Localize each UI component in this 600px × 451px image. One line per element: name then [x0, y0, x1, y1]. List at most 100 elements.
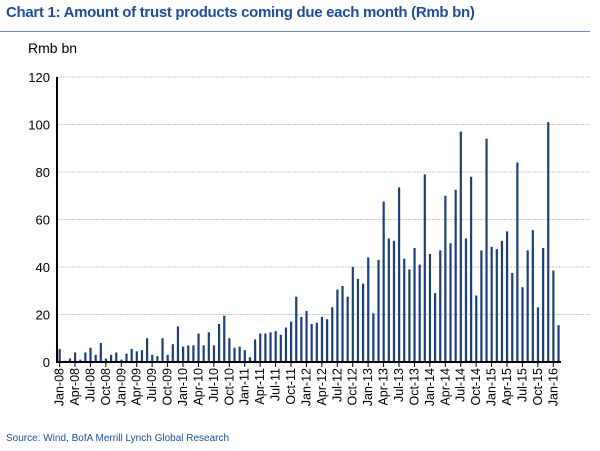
bar: [320, 316, 324, 362]
bar: [367, 257, 370, 362]
bar: [254, 339, 257, 362]
x-tick-label: Apr-10: [191, 368, 205, 406]
x-tick-label: Jan-09: [114, 368, 128, 406]
bar: [269, 332, 272, 362]
bar: [516, 162, 519, 362]
x-tick-label: Apr-15: [500, 368, 514, 406]
bar: [274, 331, 277, 362]
bar: [248, 357, 252, 362]
bar: [485, 138, 488, 362]
bar: [495, 249, 498, 362]
bar: [182, 346, 185, 362]
y-tick-label: 60: [36, 213, 50, 228]
bar: [521, 287, 524, 362]
bar: [94, 354, 97, 362]
bar: [346, 296, 349, 362]
x-tick-label: Jan-11: [238, 368, 252, 405]
bar: [218, 324, 221, 362]
bar: [377, 259, 380, 362]
y-tick-label: 100: [28, 118, 50, 133]
bar: [490, 246, 493, 362]
bar: [408, 269, 411, 362]
x-tick-label: Jul-13: [392, 368, 406, 402]
bar: [434, 293, 437, 362]
x-tick-label: Jul-08: [83, 368, 97, 402]
x-tick-label: Jan-14: [423, 368, 437, 406]
bar: [372, 313, 375, 362]
bar: [531, 230, 534, 362]
bar: [74, 352, 77, 362]
y-tick-label: 20: [36, 308, 50, 323]
bar: [418, 264, 421, 362]
bar: [511, 272, 514, 362]
bar: [305, 310, 308, 362]
y-tick-label: 120: [28, 70, 50, 85]
bar: [99, 343, 102, 362]
chart-title: Chart 1: Amount of trust products coming…: [6, 4, 475, 21]
x-tick-label: Oct-12: [346, 368, 360, 406]
bar: [547, 122, 550, 362]
bar: [542, 248, 545, 362]
bar: [233, 347, 236, 362]
x-tick-label: Jul-10: [207, 368, 221, 402]
bar: [207, 332, 210, 362]
bar: [115, 352, 118, 362]
bar: [464, 238, 468, 362]
bar: [326, 319, 329, 362]
bar: [259, 333, 262, 362]
x-tick-label: Apr-12: [315, 368, 329, 406]
x-tick-label: Jul-15: [515, 368, 529, 402]
bar: [449, 243, 452, 362]
bar: [238, 346, 241, 362]
bar: [362, 283, 365, 362]
x-tick-label: Apr-08: [68, 368, 82, 406]
x-tick-label: Oct-08: [99, 368, 113, 406]
bar: [557, 325, 560, 362]
bar: [223, 315, 226, 362]
bar: [151, 354, 154, 362]
bar: [506, 231, 509, 362]
bar: [392, 240, 396, 362]
bar: [295, 296, 298, 362]
x-tick-label: Jan-13: [361, 368, 375, 406]
y-tick-label: 0: [43, 355, 50, 370]
bar: [243, 350, 246, 362]
x-tick-label: Apr-09: [130, 368, 144, 406]
bar: [459, 131, 462, 362]
bar: [315, 322, 318, 362]
bar: [300, 316, 303, 362]
x-tick-label: Oct-11: [284, 368, 298, 405]
bar: [135, 351, 138, 362]
bar: [58, 348, 61, 362]
x-tick-label: Apr-13: [377, 368, 391, 406]
bar: [423, 174, 426, 362]
bar: [356, 278, 360, 362]
bar: [284, 327, 288, 362]
source-note: Source: Wind, BofA Merrill Lynch Global …: [6, 433, 230, 444]
x-tick-label: Jan-15: [485, 368, 499, 406]
x-tick-label: Jul-09: [145, 368, 159, 402]
x-tick-label: Jul-11: [269, 368, 283, 401]
bar: [536, 307, 540, 362]
bar: [480, 250, 483, 362]
bar: [84, 352, 87, 362]
y-axis-label: Rmb bn: [28, 40, 78, 56]
bar: [470, 176, 473, 362]
bar: [130, 348, 133, 362]
x-tick-label: Jul-12: [330, 368, 344, 402]
x-tick-label: Oct-14: [469, 368, 483, 406]
y-tick-label: 40: [36, 260, 50, 275]
bar: [279, 334, 282, 362]
x-tick-label: Jan-08: [53, 368, 67, 406]
bar: [212, 345, 216, 362]
bar: [454, 189, 457, 362]
x-tick-label: Apr-11: [253, 368, 267, 405]
bar: [228, 338, 231, 362]
x-tick-label: Oct-13: [407, 368, 421, 406]
bar: [187, 345, 190, 362]
bar: [382, 201, 385, 362]
bar: [341, 286, 344, 362]
x-tick-label: Apr-14: [438, 368, 452, 406]
x-tick-label: Jul-14: [454, 368, 468, 402]
